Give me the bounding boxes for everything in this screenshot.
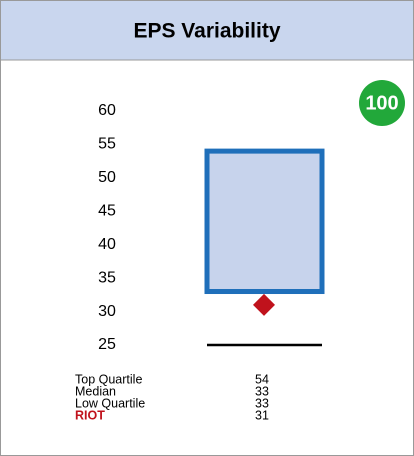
badge	[359, 80, 405, 126]
stat-label: Median	[75, 384, 116, 398]
marker-diamond	[253, 293, 275, 316]
stat-value: 54	[255, 372, 269, 386]
y-tick-label: 25	[98, 336, 116, 353]
y-tick-label: 45	[98, 203, 116, 220]
chart-title: EPS Variability	[133, 20, 280, 43]
stat-value: 33	[255, 396, 269, 410]
title-band	[1, 1, 413, 60]
y-tick-label: 50	[98, 169, 116, 186]
stat-label: Top Quartile	[75, 372, 142, 386]
y-tick-label: 60	[98, 102, 116, 119]
stat-value: 31	[255, 408, 269, 422]
stat-label: RIOT	[75, 408, 105, 422]
y-tick-label: 30	[98, 303, 116, 320]
y-tick-label: 55	[98, 136, 116, 153]
y-tick-label: 35	[98, 269, 116, 286]
y-tick-label: 40	[98, 236, 116, 253]
badge-text: 100	[365, 92, 398, 114]
stat-value: 33	[255, 384, 269, 398]
stat-label: Low Quartile	[75, 396, 145, 410]
box	[204, 148, 325, 295]
